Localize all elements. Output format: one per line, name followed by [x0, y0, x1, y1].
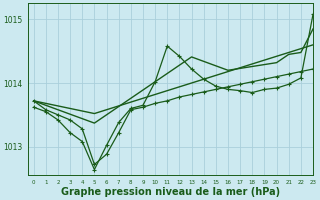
X-axis label: Graphe pression niveau de la mer (hPa): Graphe pression niveau de la mer (hPa): [61, 187, 280, 197]
